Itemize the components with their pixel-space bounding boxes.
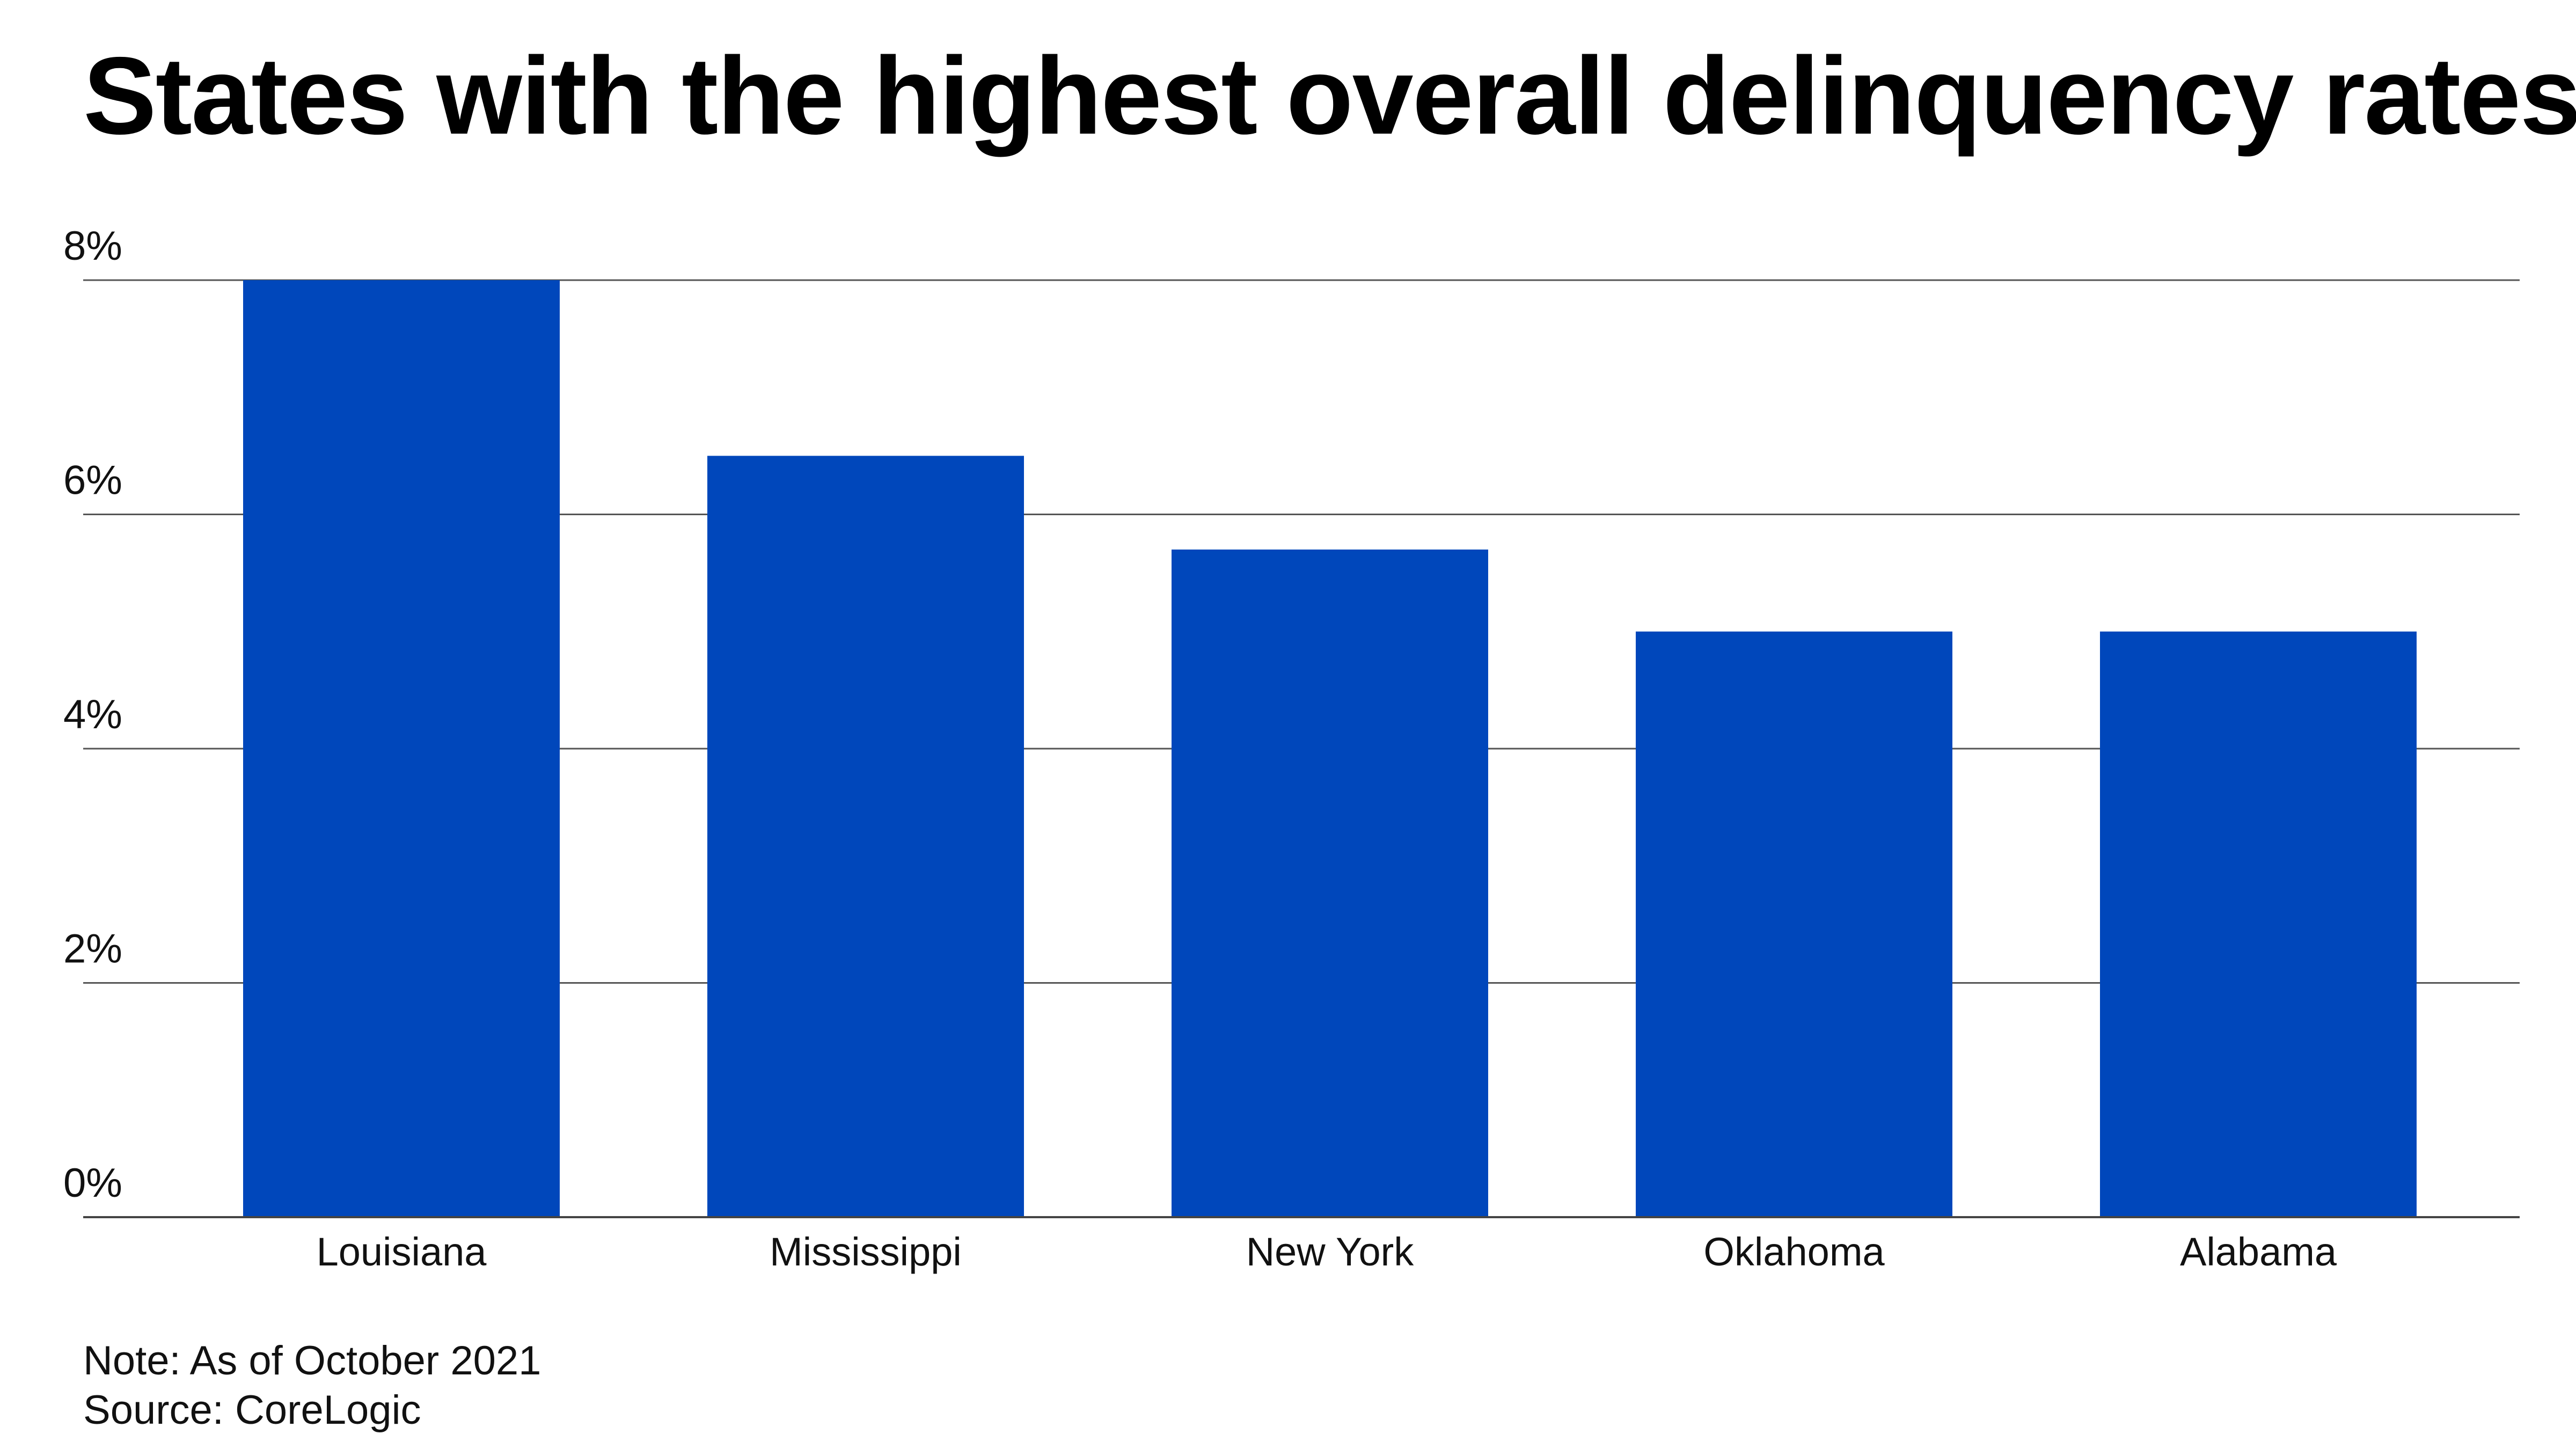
bar — [243, 280, 560, 1217]
y-tick-label: 0% — [63, 1160, 122, 1206]
chart-title: States with the highest overall delinque… — [83, 34, 2576, 157]
y-tick-label: 2% — [63, 926, 122, 972]
y-tick-label: 4% — [63, 692, 122, 737]
x-tick-label: Mississippi — [770, 1230, 962, 1274]
bar — [1172, 549, 1488, 1217]
y-tick-label: 8% — [63, 223, 122, 269]
source-text: Source: CoreLogic — [83, 1387, 421, 1433]
bar — [2100, 631, 2417, 1217]
x-tick-label: Oklahoma — [1703, 1230, 1885, 1274]
x-tick-label: Louisiana — [317, 1230, 487, 1274]
bar — [1636, 631, 1952, 1217]
y-tick-label: 6% — [63, 458, 122, 503]
x-tick-label: Alabama — [2180, 1230, 2337, 1274]
note-text: Note: As of October 2021 — [83, 1338, 541, 1384]
x-tick-label: New York — [1246, 1230, 1415, 1274]
bar — [707, 456, 1024, 1217]
